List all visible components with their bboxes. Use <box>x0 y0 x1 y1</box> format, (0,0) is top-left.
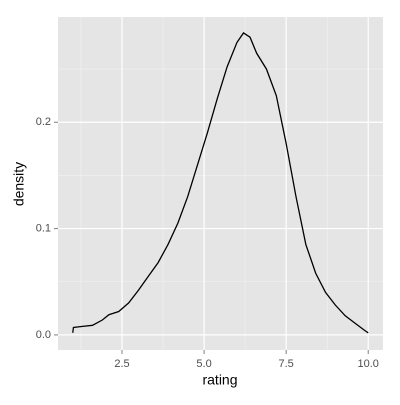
x-tick-label: 5.0 <box>196 358 211 370</box>
x-tick-label: 7.5 <box>279 358 294 370</box>
y-tick-label: 0.1 <box>36 222 51 234</box>
x-axis-label: rating <box>202 372 237 388</box>
panel <box>58 17 383 350</box>
y-axis-label: density <box>11 162 27 206</box>
x-tick-label: 10.0 <box>358 358 379 370</box>
y-tick-label: 0.0 <box>36 329 51 341</box>
density-line <box>72 32 369 334</box>
x-tick-label: 2.5 <box>114 358 129 370</box>
y-tick-label: 0.2 <box>36 116 51 128</box>
